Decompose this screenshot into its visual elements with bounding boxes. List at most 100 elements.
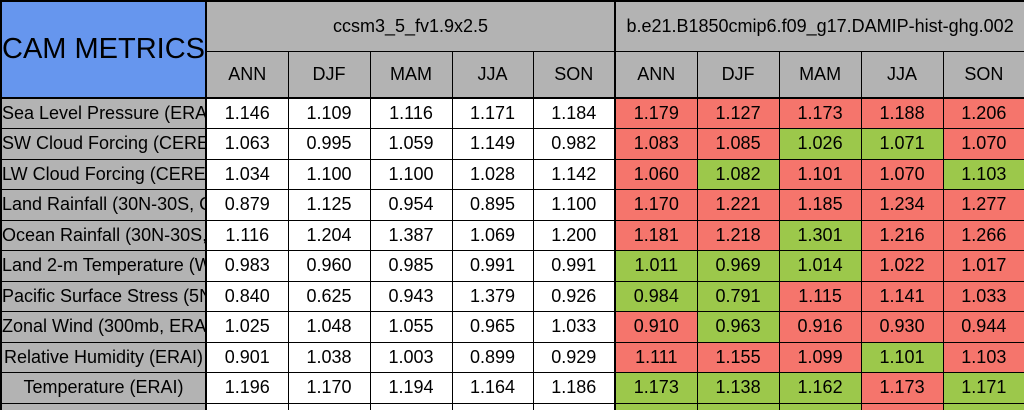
metric-value-cell: 1.184 xyxy=(532,97,616,129)
metric-value-cell: 1.173 xyxy=(778,97,862,129)
metric-row: Land 2-m Temperature (Willmott)0.9830.96… xyxy=(0,250,1024,282)
metric-value-cell: 1.125 xyxy=(287,189,371,221)
metric-value-cell: 1.277 xyxy=(942,189,1024,221)
metric-value-cell: 1.179 xyxy=(614,97,698,129)
metric-value-cell: 0.960 xyxy=(287,250,371,282)
model-header-row: CAM METRICS ccsm3_5_fv1.9x2.5 b.e21.B185… xyxy=(0,0,1024,99)
metric-value-cell: 1.101 xyxy=(778,158,862,190)
metric-value-cell: 1.141 xyxy=(860,280,944,312)
metric-value-cell: 1.170 xyxy=(287,372,371,404)
metric-value-cell: 0.982 xyxy=(532,128,616,160)
metric-value-cell: 1.173 xyxy=(860,372,944,404)
metric-value-cell: 0.991 xyxy=(451,250,534,282)
metric-label: Temperature (ERAI) xyxy=(0,372,207,404)
metric-value-cell: 0.879 xyxy=(205,189,289,221)
metric-value-cell: 1.022 xyxy=(860,250,944,282)
metric-value-cell: 1.100 xyxy=(369,158,453,190)
metric-value-cell: 1.033 xyxy=(942,280,1024,312)
metric-row: Land Rainfall (30N-30S, GPCP)0.8791.1250… xyxy=(0,189,1024,221)
metric-value-cell: 1.028 xyxy=(451,158,534,190)
metric-value-cell: 1.204 xyxy=(287,219,371,251)
metric-value-cell: 1.218 xyxy=(696,219,780,251)
metric-label: Zonal Wind (300mb, ERAI) xyxy=(0,311,207,343)
season-header: MAM xyxy=(778,50,862,99)
metric-value-cell: 1.196 xyxy=(205,372,289,404)
metric-value-cell: 1.082 xyxy=(696,158,780,190)
metric-row: Ocean Rainfall (30N-30S, GPCP)1.1161.204… xyxy=(0,219,1024,251)
metric-row: Sea Level Pressure (ERAI) 1.146 1.109 1.116… xyxy=(0,97,1024,129)
season-header: JJA xyxy=(860,50,944,99)
metric-value-cell: 1.194 xyxy=(369,372,453,404)
metric-value-cell: 1.060 xyxy=(614,158,698,190)
season-header: DJF xyxy=(696,50,780,99)
metric-value-cell: 0.969 xyxy=(696,250,780,282)
metric-value-cell: 0.895 xyxy=(451,189,534,221)
metric-value-cell xyxy=(942,402,1024,410)
metric-value-cell: 1.034 xyxy=(205,158,289,190)
metric-value-cell: 1.070 xyxy=(942,128,1024,160)
metric-value-cell xyxy=(696,402,780,410)
metric-value-cell: 1.221 xyxy=(696,189,780,221)
metric-value-cell: 1.301 xyxy=(778,219,862,251)
metric-value-cell: 0.944 xyxy=(942,311,1024,343)
metric-value-cell: 1.101 xyxy=(860,341,944,373)
metric-value-cell: 1.111 xyxy=(614,341,698,373)
metric-value-cell: 0.985 xyxy=(369,250,453,282)
metric-row: Pacific Surface Stress (5N-5S,ERS)0.8400… xyxy=(0,280,1024,312)
metric-value-cell xyxy=(778,402,862,410)
metric-label xyxy=(0,402,207,410)
metric-value-cell: 1.200 xyxy=(532,219,616,251)
metric-value-cell: 1.070 xyxy=(860,158,944,190)
metric-row: SW Cloud Forcing (CERES-EBAF)1.0630.9951… xyxy=(0,128,1024,160)
metric-value-cell xyxy=(532,402,616,410)
metric-value-cell: 0.910 xyxy=(614,311,698,343)
metric-label: SW Cloud Forcing (CERES-EBAF) xyxy=(0,128,207,160)
metric-value-cell: 0.991 xyxy=(532,250,616,282)
metric-label: Land Rainfall (30N-30S, GPCP) xyxy=(0,189,207,221)
metric-label: Sea Level Pressure (ERAI) xyxy=(0,97,207,129)
metric-value-cell xyxy=(614,402,698,410)
metric-value-cell: 1.017 xyxy=(942,250,1024,282)
metric-value-cell: 1.171 xyxy=(942,372,1024,404)
metric-row: LW Cloud Forcing (CERES-EBAF)1.0341.1001… xyxy=(0,158,1024,190)
metric-value-cell: 1.055 xyxy=(369,311,453,343)
metric-value-cell: 1.171 xyxy=(451,97,534,129)
metric-value-cell: 1.127 xyxy=(696,97,780,129)
model1-name-header: ccsm3_5_fv1.9x2.5 xyxy=(205,0,616,52)
metric-value-cell: 0.963 xyxy=(696,311,780,343)
metric-value-cell: 0.954 xyxy=(369,189,453,221)
metric-value-cell: 1.142 xyxy=(532,158,616,190)
metric-value-cell: 1.038 xyxy=(287,341,371,373)
metric-value-cell: 0.984 xyxy=(614,280,698,312)
metric-value-cell: 1.025 xyxy=(205,311,289,343)
metric-value-cell: 1.003 xyxy=(369,341,453,373)
metric-value-cell: 1.100 xyxy=(287,158,371,190)
metric-value-cell: 1.164 xyxy=(451,372,534,404)
metric-value-cell: 0.791 xyxy=(696,280,780,312)
metric-value-cell: 0.625 xyxy=(287,280,371,312)
metric-value-cell: 1.014 xyxy=(778,250,862,282)
metric-value-cell: 1.188 xyxy=(860,97,944,129)
metric-value-cell: 1.186 xyxy=(532,372,616,404)
metric-value-cell: 1.379 xyxy=(451,280,534,312)
metric-value-cell: 1.109 xyxy=(287,97,371,129)
metric-value-cell xyxy=(205,402,289,410)
metric-value-cell: 1.115 xyxy=(778,280,862,312)
metric-value-cell xyxy=(369,402,453,410)
metric-value-cell: 1.116 xyxy=(205,219,289,251)
metric-value-cell xyxy=(860,402,944,410)
metric-value-cell: 1.071 xyxy=(860,128,944,160)
metric-value-cell xyxy=(287,402,371,410)
metric-row: Zonal Wind (300mb, ERAI) 1.025 1.048 1.055 0… xyxy=(0,311,1024,343)
metric-value-cell: 1.083 xyxy=(614,128,698,160)
metric-value-cell: 1.266 xyxy=(942,219,1024,251)
metric-value-cell: 1.099 xyxy=(778,341,862,373)
table-title: CAM METRICS xyxy=(0,0,207,99)
season-header: DJF xyxy=(287,50,371,99)
metric-value-cell: 0.916 xyxy=(778,311,862,343)
metric-value-cell: 1.185 xyxy=(778,189,862,221)
metric-value-cell: 1.162 xyxy=(778,372,862,404)
metric-value-cell: 1.048 xyxy=(287,311,371,343)
